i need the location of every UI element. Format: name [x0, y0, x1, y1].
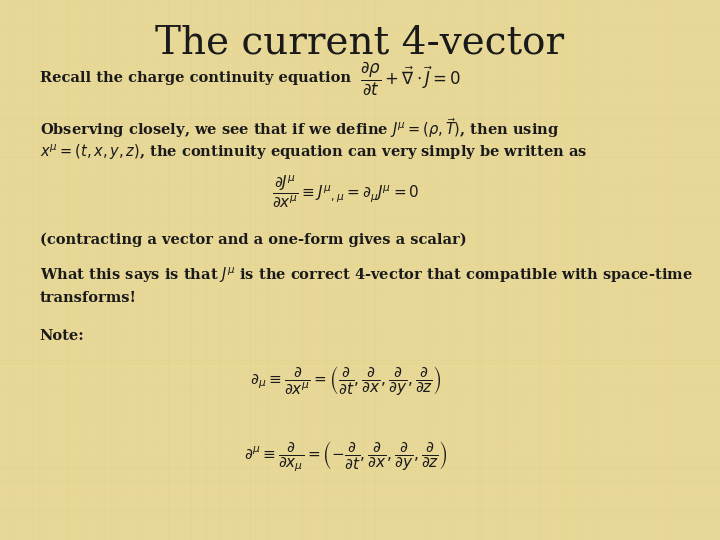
Text: What this says is that $J^{\mu}$ is the correct 4-vector that compatible with sp: What this says is that $J^{\mu}$ is the … — [40, 266, 693, 285]
Text: transforms!: transforms! — [40, 291, 137, 305]
Text: $\partial_{\mu} \equiv \dfrac{\partial}{\partial x^{\mu}} = \left(\dfrac{\partia: $\partial_{\mu} \equiv \dfrac{\partial}{… — [250, 364, 441, 397]
Text: $x^{\mu} = (t, x, y, z)$, the continuity equation can very simply be written as: $x^{\mu} = (t, x, y, z)$, the continuity… — [40, 143, 587, 162]
Text: Note:: Note: — [40, 329, 84, 343]
Text: Recall the charge continuity equation: Recall the charge continuity equation — [40, 71, 351, 85]
Text: $\partial^{\mu} \equiv \dfrac{\partial}{\partial x_{\mu}} = \left(-\dfrac{\parti: $\partial^{\mu} \equiv \dfrac{\partial}{… — [243, 439, 448, 474]
Text: Observing closely, we see that if we define $J^{\mu} = (\rho, \vec{T})$, then us: Observing closely, we see that if we def… — [40, 117, 559, 140]
Text: The current 4-vector: The current 4-vector — [156, 24, 564, 62]
Text: $\dfrac{\partial J^{\mu}}{\partial x^{\mu}} \equiv J^{\mu}{}_{,\mu} = \partial_{: $\dfrac{\partial J^{\mu}}{\partial x^{\m… — [272, 173, 419, 210]
Text: $\dfrac{\partial \rho}{\partial t} + \vec{\nabla} \cdot \vec{J} = 0$: $\dfrac{\partial \rho}{\partial t} + \ve… — [360, 59, 462, 97]
Text: (contracting a vector and a one-form gives a scalar): (contracting a vector and a one-form giv… — [40, 233, 467, 247]
